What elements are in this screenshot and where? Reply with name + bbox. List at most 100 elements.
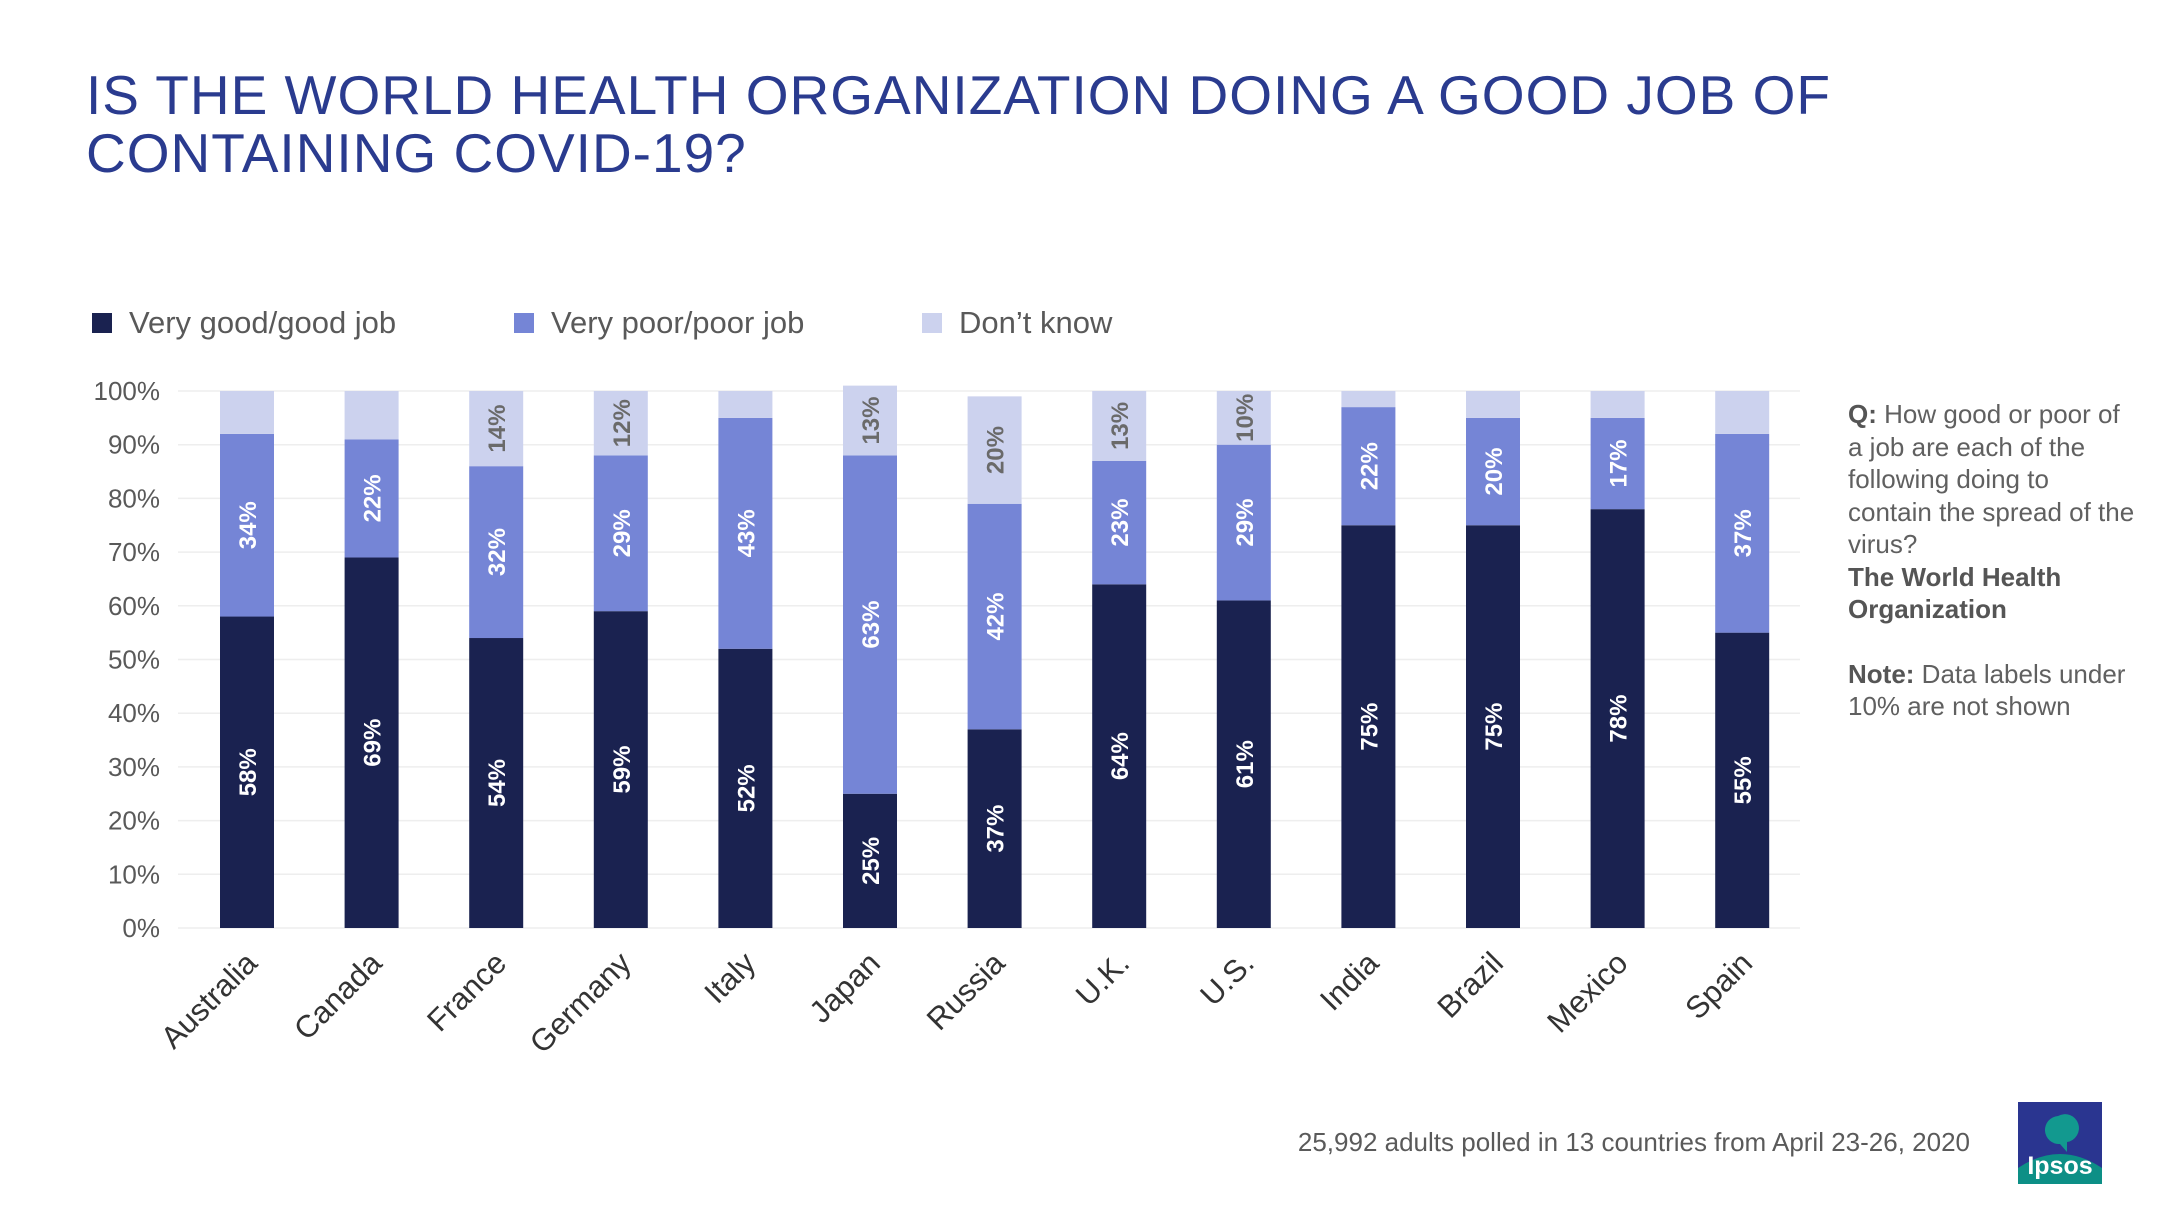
data-label: 61%	[1232, 740, 1259, 788]
bar-segment-0	[718, 648, 773, 928]
bar-segment-2	[469, 391, 524, 467]
bar-segment-1	[718, 417, 773, 649]
x-tick-label: Italy	[697, 945, 762, 1010]
bar-segment-1	[1466, 417, 1520, 526]
logo-head-icon	[2044, 1114, 2079, 1152]
data-label: 69%	[360, 719, 387, 767]
data-label: 59%	[609, 746, 636, 794]
y-tick-label: 40%	[108, 698, 160, 728]
data-label: 78%	[1606, 695, 1633, 743]
bar-segment-2	[843, 385, 897, 456]
bar-segment-2	[718, 391, 773, 418]
data-label: 22%	[360, 474, 387, 522]
bar-segment-1	[469, 466, 524, 639]
note-body: Data labels under 10% are not shown	[1848, 658, 2126, 722]
bar-segment-1	[1216, 444, 1271, 601]
data-label: 12%	[609, 399, 636, 447]
data-label: 29%	[1232, 499, 1259, 547]
legend-swatch-1	[514, 313, 534, 333]
bar-segment-0	[1466, 525, 1520, 928]
bar-segment-2	[1341, 391, 1396, 408]
x-tick-label: Spain	[1678, 945, 1759, 1026]
data-label: 54%	[484, 759, 511, 807]
bar-segment-2	[220, 391, 274, 434]
note-label: Note:	[1848, 658, 1915, 689]
bar-segment-2	[1092, 391, 1147, 461]
y-tick-label: 90%	[108, 430, 160, 460]
bar-segment-0	[1590, 509, 1645, 928]
question-subject: The World Health Organization	[1848, 561, 2062, 625]
y-tick-label: 80%	[108, 483, 160, 513]
data-label: 55%	[1730, 756, 1757, 804]
bar-segment-1	[1715, 433, 1770, 633]
y-tick-label: 20%	[108, 806, 160, 836]
ipsos-logo: Ipsos	[2018, 1102, 2102, 1184]
y-tick-label: 100%	[94, 376, 161, 406]
x-tick-label: Germany	[523, 945, 638, 1060]
title-line-1: IS THE WORLD HEALTH ORGANIZATION DOING A…	[86, 64, 1831, 126]
legend-swatch-0	[92, 313, 112, 333]
y-axis-ticks: 0% 10% 20% 30% 40% 50% 60% 70% 80% 90% 100%	[94, 376, 161, 943]
data-label: 64%	[1107, 732, 1134, 780]
data-label: 42%	[983, 593, 1010, 641]
data-label: 34%	[235, 501, 262, 549]
bar-segment-1	[220, 433, 274, 617]
bar-segment-2	[1216, 391, 1271, 445]
data-label: 52%	[733, 764, 760, 812]
bar-segment-2	[1590, 391, 1645, 418]
x-axis-ticks: Australia Canada France Germany Italy Japan Ru…	[154, 945, 1759, 1060]
data-label: 43%	[733, 509, 760, 557]
question-label: Q:	[1848, 399, 1877, 429]
survey-footnote: 25,992 adults polled in 13 countries fro…	[1297, 1127, 1970, 1157]
note-text: Note: Data labels under 10% are not show…	[1848, 658, 2138, 723]
bar-segment-1	[967, 503, 1022, 730]
legend-label-1: Very poor/poor job	[551, 305, 804, 340]
bar-segment-2	[967, 396, 1022, 504]
bar-segment-1	[1590, 417, 1645, 510]
data-label: 32%	[484, 528, 511, 576]
data-label: 22%	[1356, 442, 1383, 490]
bar-segment-0	[593, 611, 648, 928]
data-label: 75%	[1356, 703, 1383, 751]
x-tick-label: India	[1313, 945, 1386, 1018]
x-tick-label: France	[420, 945, 513, 1038]
question-text: Q: How good or poor of a job are each of…	[1848, 398, 2138, 561]
x-tick-label: Japan	[802, 945, 886, 1029]
y-tick-label: 0%	[122, 913, 160, 943]
y-tick-label: 70%	[108, 537, 160, 567]
bar-segment-2	[344, 391, 399, 440]
legend-label-2: Don’t know	[959, 305, 1113, 340]
page-title: IS THE WORLD HEALTH ORGANIZATION DOING A…	[86, 66, 2036, 182]
bar-segment-0	[1216, 600, 1271, 928]
chart-legend: Very good/good job Very poor/poor job Don’…	[92, 305, 1113, 340]
x-tick-label: Canada	[287, 945, 389, 1047]
data-label: 23%	[1107, 499, 1134, 547]
bar-segment-0	[967, 729, 1022, 928]
x-tick-label: U.S.	[1193, 945, 1260, 1012]
bar-segment-0	[1092, 584, 1147, 928]
x-tick-label: U.K.	[1069, 945, 1136, 1012]
y-tick-label: 30%	[108, 752, 160, 782]
logo-text: Ipsos	[2027, 1152, 2092, 1180]
title-line-2: CONTAINING COVID-19?	[86, 122, 747, 184]
bar-segment-0	[469, 638, 524, 928]
question-body: How good or poor of a job are each of th…	[1848, 399, 2135, 559]
data-label: 58%	[235, 748, 262, 796]
data-label: 17%	[1606, 439, 1633, 487]
bar-segment-1	[1092, 460, 1147, 585]
bar-segment-0	[344, 557, 399, 928]
data-label: 37%	[983, 805, 1010, 853]
data-label: 37%	[1730, 509, 1757, 557]
bar-segment-0	[843, 793, 897, 928]
legend-swatch-2	[922, 313, 942, 333]
x-tick-label: Mexico	[1540, 945, 1634, 1039]
y-tick-label: 60%	[108, 591, 160, 621]
data-label: 14%	[484, 405, 511, 453]
data-label: 13%	[1107, 402, 1134, 450]
bar-segment-1	[843, 455, 897, 794]
bar-segment-0	[220, 616, 274, 928]
bar-segment-1	[1341, 407, 1396, 526]
y-tick-label: 50%	[108, 645, 160, 675]
bar-segment-2	[593, 391, 648, 456]
